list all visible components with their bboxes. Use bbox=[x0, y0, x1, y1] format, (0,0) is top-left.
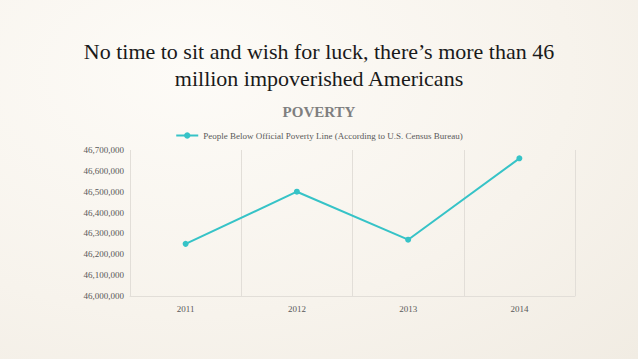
svg-text:2013: 2013 bbox=[399, 304, 418, 314]
svg-text:46,200,000: 46,200,000 bbox=[84, 249, 125, 259]
svg-text:46,500,000: 46,500,000 bbox=[84, 187, 125, 197]
html-text:No time to sit and wish for lu: No time to sit and wish for luck, there’… bbox=[83, 39, 555, 91]
svg-text:2012: 2012 bbox=[288, 304, 306, 314]
svg-text:POVERTY: POVERTY bbox=[283, 104, 356, 120]
svg-text:46,700,000: 46,700,000 bbox=[84, 145, 125, 155]
svg-text:People Below Official Poverty: People Below Official Poverty Line (Acco… bbox=[203, 131, 463, 141]
svg-text:46,100,000: 46,100,000 bbox=[84, 270, 125, 280]
svg-text:46,000,000: 46,000,000 bbox=[84, 291, 125, 301]
svg-text:2011: 2011 bbox=[177, 304, 195, 314]
svg-text:46,400,000: 46,400,000 bbox=[84, 208, 125, 218]
svg-text:46,600,000: 46,600,000 bbox=[84, 166, 125, 176]
svg-text:46,300,000: 46,300,000 bbox=[84, 228, 125, 238]
svg-text:2014: 2014 bbox=[510, 304, 529, 314]
